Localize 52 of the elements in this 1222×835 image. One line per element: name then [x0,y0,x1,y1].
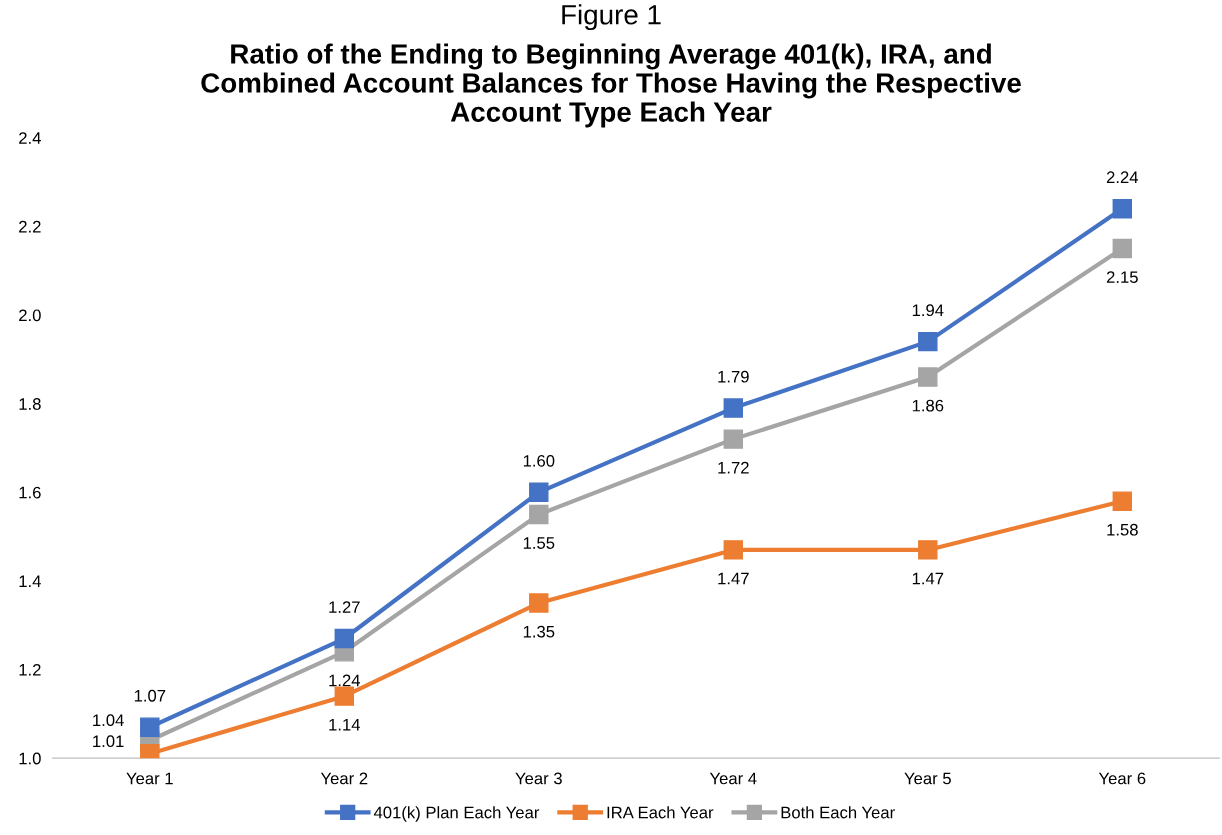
data-label: 1.72 [718,461,749,474]
data-label: 1.01 [93,735,124,748]
data-label: 1.94 [912,304,944,317]
point [723,540,744,560]
point [918,331,938,352]
point [1112,198,1133,219]
point [529,593,549,613]
data-label: 1.60 [523,454,555,467]
data-label: 1.27 [329,601,360,613]
x-tick-label: Year 6 [1098,772,1146,785]
data-label: 1.04 [93,714,124,727]
x-tick-label: Year 4 [709,772,757,785]
x-tick-label: Year 2 [320,772,368,785]
point [723,429,744,449]
point [1112,238,1133,259]
data-label: 1.24 [329,674,361,687]
point [918,540,938,560]
y-tick-label: 1.2 [19,663,41,676]
data-label: 2.24 [1106,171,1139,183]
chart-title: Figure 1 [562,4,661,31]
chart-subtitle: Ratio of the Ending to Beginning Average 401(k), IRA, and Combined Account Balances for Those Having the Respective Account Type Each Year [201,43,1021,128]
point [334,628,355,649]
y-tick-label: 2.4 [19,132,41,144]
data-label: 1.07 [134,689,166,702]
data-label: 1.86 [912,399,944,412]
y-tick-label: 1.4 [19,575,41,587]
y-tick-label: 2.2 [19,220,41,233]
data-label: 1.58 [1107,523,1138,536]
y-tick-label: 1.6 [19,486,41,499]
point [140,717,160,737]
point [529,482,549,503]
data-label: 1.35 [523,625,555,638]
x-tick-label: Year 5 [904,772,951,785]
point [1112,491,1133,511]
point [529,504,549,525]
data-label: 1.47 [718,572,749,585]
legend-label: IRA Each Year [607,806,714,819]
data-label: 1.55 [523,537,555,549]
data-label: 1.14 [329,718,361,731]
legend-label: Both Each Year [781,806,895,819]
y-tick-label: 1.0 [19,752,41,765]
data-label: 2.15 [1106,271,1138,284]
data-label: 1.79 [718,370,749,383]
point [334,686,355,706]
x-tick-label: Year 3 [515,772,562,785]
y-tick-label: 2.0 [19,309,41,322]
data-label: 1.47 [912,572,944,585]
x-tick-label: Year 1 [126,772,173,785]
y-tick-label: 1.8 [19,398,41,410]
point [918,367,938,387]
legend-label: 401(k) Plan Each Year [373,806,540,822]
point [723,398,744,418]
